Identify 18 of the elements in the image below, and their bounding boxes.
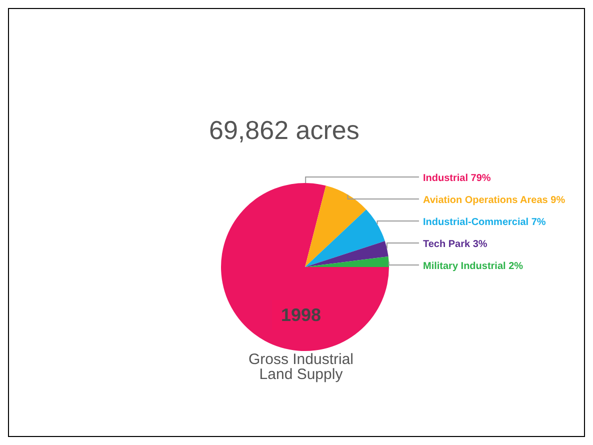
chart-title: 69,862 acres	[209, 115, 360, 146]
slice-label: Industrial-Commercial	[423, 217, 529, 228]
slice-label: Tech Park	[423, 239, 470, 250]
slice-label: Aviation Operations Areas	[423, 195, 548, 206]
slice-label: Industrial	[423, 173, 468, 184]
slice-label: Military Industrial	[423, 261, 506, 272]
data-label: 3%	[472, 239, 488, 250]
data-label: 9%	[550, 195, 566, 206]
pie-slice	[221, 183, 389, 351]
pie-slice	[305, 241, 388, 267]
pie-slice	[305, 256, 389, 267]
data-label: 2%	[508, 261, 524, 272]
pie-slice	[305, 186, 366, 267]
data-label: 79%	[470, 173, 491, 184]
text: 1998	[272, 300, 330, 330]
text: Gross Industrial Land Supply	[247, 351, 355, 383]
data-label: 7%	[531, 217, 546, 228]
pie-slice	[305, 210, 385, 267]
